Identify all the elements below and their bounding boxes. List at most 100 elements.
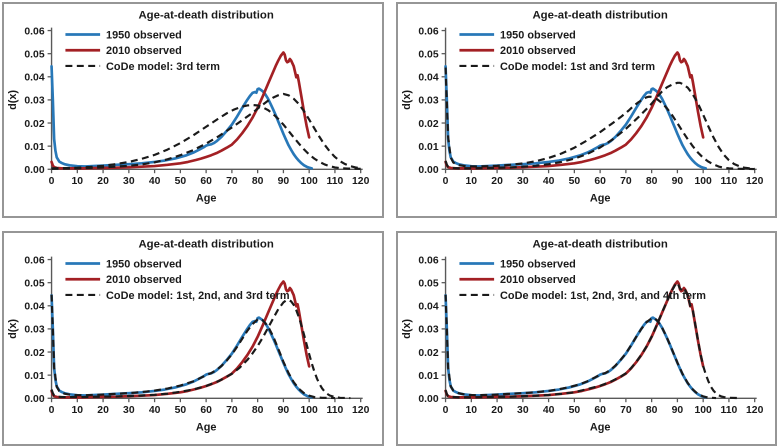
x-tick-label: 30 [123, 405, 135, 416]
x-tick-label: 120 [746, 176, 764, 187]
chart-panel-top-left: Age-at-death distribution 0.00 0.01 0.02 0.0… [2, 2, 384, 218]
x-tick-label: 80 [252, 176, 264, 187]
x-tick-label: 10 [72, 405, 84, 416]
y-tick-label: 0.02 [418, 347, 438, 358]
x-tick-label: 0 [49, 405, 55, 416]
x-tick-label: 50 [175, 176, 187, 187]
x-tick-label: 90 [278, 176, 290, 187]
x-tick-label: 0 [49, 176, 55, 187]
legend-label-2010-observed: 2010 observed [106, 274, 182, 286]
y-tick-label: 0.04 [418, 73, 438, 84]
series-line-code-model-3rd-term-fit-1950 [51, 103, 361, 170]
y-tick-label: 0.04 [418, 301, 438, 312]
series-line-code-model-1st-2nd-3rd-4th-term-fit-1950 [443, 294, 716, 399]
x-tick-label: 40 [542, 405, 554, 416]
x-tick-label: 10 [72, 176, 84, 187]
series-line-1950-observed [443, 65, 707, 170]
series-line-code-model-1st-2nd-3rd-term-fit-2010 [50, 298, 351, 399]
series-line-1950-observed [443, 293, 707, 399]
x-tick-label: 50 [568, 405, 580, 416]
chart-svg: Age-at-death distribution 0.00 0.01 0.02 0.0… [400, 10, 764, 205]
series-line-code-model-1st-2nd-3rd-4th-term-fit-2010 [444, 281, 739, 399]
x-tick-label: 50 [175, 405, 187, 416]
x-tick-label: 40 [542, 176, 554, 187]
x-tick-label: 80 [645, 405, 657, 416]
x-tick-label: 20 [491, 405, 503, 416]
chart-panel-bottom-right: Age-at-death distribution 0.00 0.01 0.02 0.0… [395, 230, 777, 446]
y-axis-label: d(x) [7, 90, 19, 110]
legend-label-code-model-1st-2nd-3rd-and-4th-term: CoDe model: 1st, 2nd, 3rd, and 4th term [500, 289, 706, 301]
x-tick-label: 60 [200, 405, 212, 416]
chart-title: Age-at-death distribution [138, 10, 273, 22]
chart-panel-top-right: Age-at-death distribution 0.00 0.01 0.02 0.0… [395, 2, 777, 218]
x-tick-label: 110 [720, 176, 737, 187]
y-tick-label: 0.00 [24, 165, 44, 176]
y-axis-label: d(x) [7, 318, 19, 338]
legend-label-1950-observed: 1950 observed [500, 258, 576, 270]
y-axis-label: d(x) [400, 90, 412, 110]
y-axis-label: d(x) [400, 318, 412, 338]
x-tick-label: 90 [671, 405, 683, 416]
legend-label-1950-observed: 1950 observed [500, 29, 576, 41]
x-tick-label: 10 [465, 405, 477, 416]
legend-label-2010-observed: 2010 observed [500, 45, 576, 57]
x-tick-label: 120 [746, 405, 764, 416]
y-tick-label: 0.03 [418, 324, 438, 335]
x-tick-label: 100 [300, 405, 318, 416]
chart-title: Age-at-death distribution [532, 238, 667, 250]
x-tick-label: 20 [491, 176, 503, 187]
x-axis-label: Age [589, 421, 610, 433]
y-tick-label: 0.05 [418, 278, 438, 289]
y-tick-label: 0.04 [24, 73, 44, 84]
y-tick-label: 0.06 [24, 255, 44, 266]
x-tick-label: 40 [149, 176, 161, 187]
y-tick-label: 0.01 [418, 370, 438, 381]
legend-label-code-model-3rd-term: CoDe model: 3rd term [106, 61, 220, 73]
x-tick-label: 110 [327, 176, 344, 187]
x-tick-label: 70 [226, 405, 238, 416]
x-tick-label: 70 [620, 176, 632, 187]
x-tick-label: 100 [300, 176, 318, 187]
y-tick-label: 0.03 [418, 96, 438, 107]
y-tick-label: 0.04 [24, 301, 44, 312]
x-tick-label: 30 [517, 176, 529, 187]
legend-label-1950-observed: 1950 observed [106, 29, 182, 41]
y-tick-label: 0.06 [418, 26, 438, 37]
y-tick-label: 0.06 [24, 26, 44, 37]
legend-label-1950-observed: 1950 observed [106, 258, 182, 270]
y-tick-label: 0.02 [24, 119, 44, 130]
legend-label-2010-observed: 2010 observed [106, 45, 182, 57]
chart-title: Age-at-death distribution [138, 238, 273, 250]
x-tick-label: 90 [278, 405, 290, 416]
series-line-code-model-1st-and-3rd-term-fit-2010 [444, 81, 755, 170]
series-line-code-model-1st-and-3rd-term-fit-1950 [443, 67, 755, 171]
y-tick-label: 0.03 [24, 324, 44, 335]
x-axis-label: Age [589, 193, 610, 205]
x-tick-label: 60 [200, 176, 212, 187]
x-tick-label: 120 [352, 405, 370, 416]
x-tick-label: 60 [594, 405, 606, 416]
x-axis-label: Age [196, 193, 217, 205]
x-tick-label: 120 [352, 176, 370, 187]
x-tick-label: 60 [594, 176, 606, 187]
x-tick-label: 10 [465, 176, 477, 187]
x-tick-label: 0 [442, 405, 448, 416]
x-tick-label: 30 [123, 176, 135, 187]
x-tick-label: 110 [327, 405, 344, 416]
x-tick-label: 90 [671, 176, 683, 187]
y-tick-label: 0.05 [418, 49, 438, 60]
y-tick-label: 0.01 [24, 142, 44, 153]
x-tick-label: 20 [97, 176, 109, 187]
x-tick-label: 70 [226, 176, 238, 187]
x-tick-label: 100 [694, 176, 712, 187]
x-tick-label: 80 [252, 405, 264, 416]
y-tick-label: 0.01 [24, 370, 44, 381]
y-tick-label: 0.00 [418, 165, 438, 176]
x-tick-label: 110 [720, 405, 737, 416]
series-line-1950-observed [50, 293, 314, 399]
series-line-1950-observed [50, 65, 314, 170]
chart-title: Age-at-death distribution [532, 10, 667, 22]
series-line-code-model-3rd-term-fit-2010 [51, 92, 361, 170]
legend-label-2010-observed: 2010 observed [500, 274, 576, 286]
